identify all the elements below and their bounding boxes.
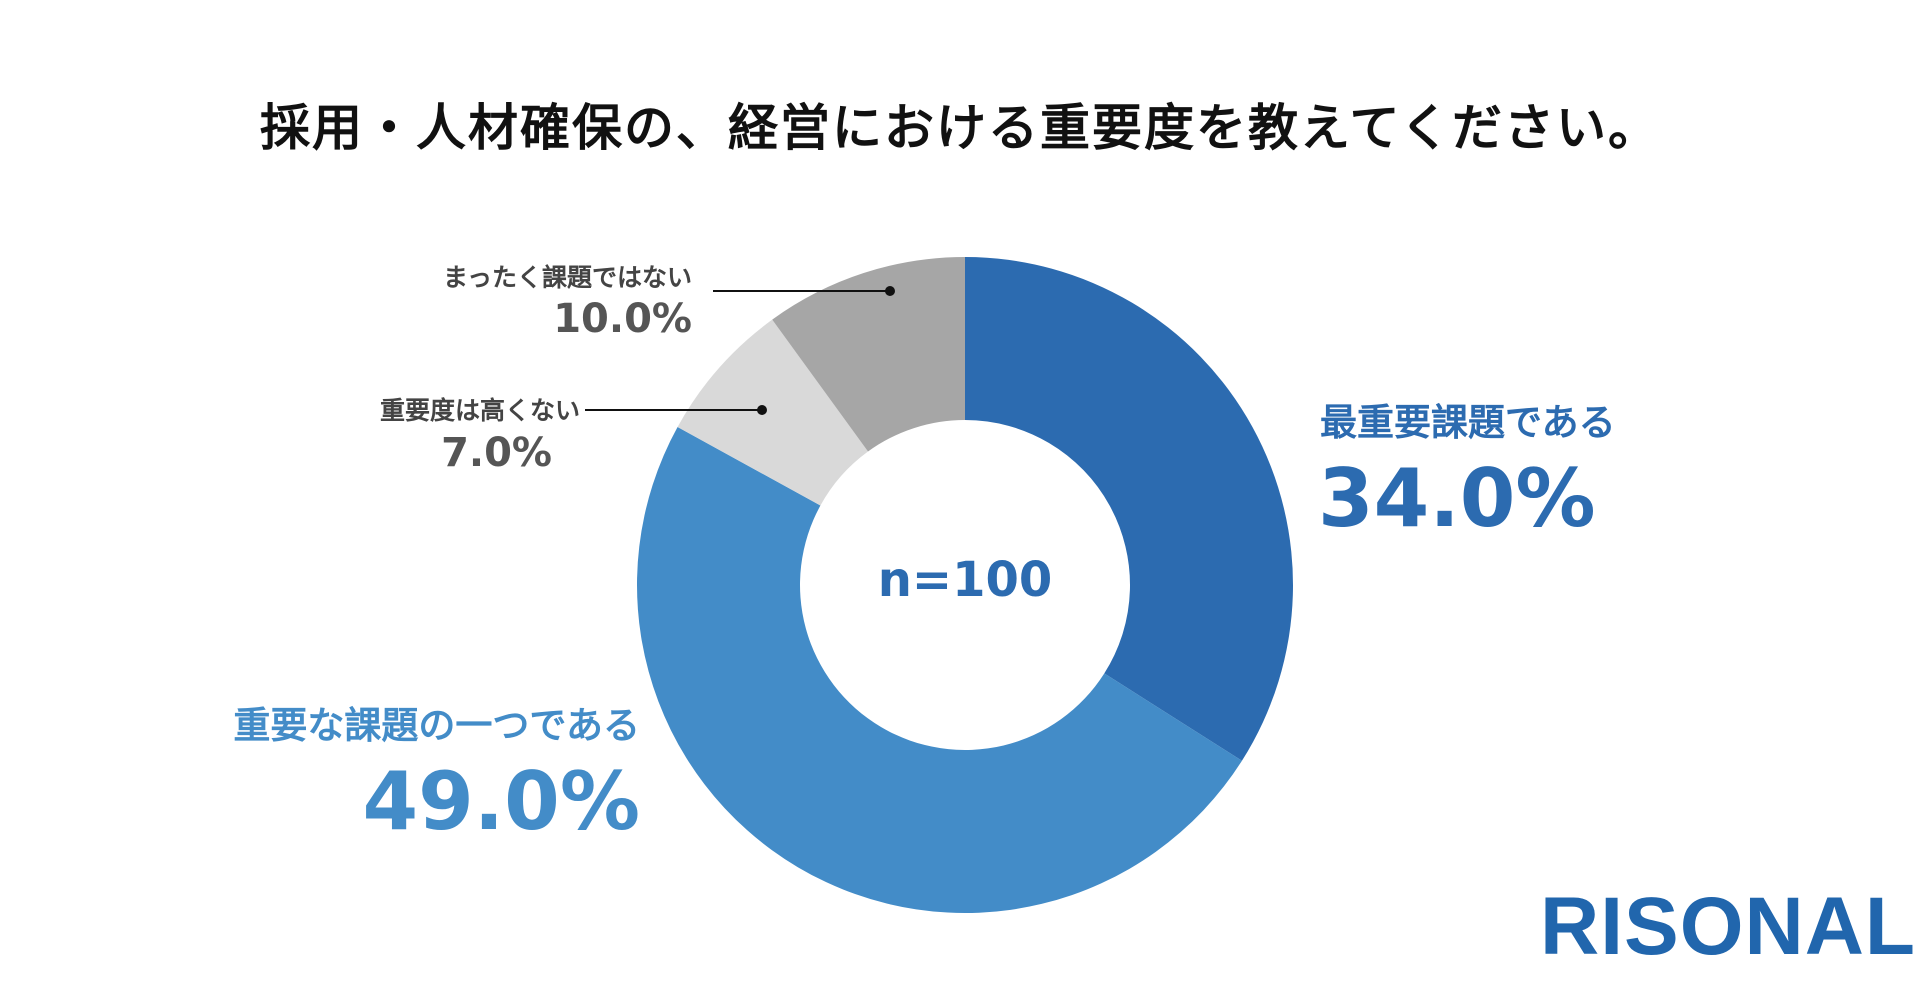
risonal-logo: RISONAL: [1540, 881, 1916, 972]
slice-label-not-high: 重要度は高くない: [379, 396, 580, 425]
slice-not-high: [677, 319, 869, 506]
chart-title: 採用・人材確保の、経営における重要度を教えてください。: [260, 99, 1660, 157]
slice-value-not-issue: 10.0%: [553, 296, 692, 342]
slice-important: [637, 426, 1242, 913]
slice-label-most-important: 最重要課題である: [1320, 401, 1616, 444]
slice-value-not-high: 7.0%: [441, 430, 552, 476]
leader-line-not-high-dot: [757, 405, 767, 415]
slice-value-important: 49.0%: [362, 755, 640, 848]
slice-label-important: 重要な課題の一つである: [233, 704, 640, 747]
sample-size-label: n=100: [877, 552, 1053, 608]
donut-slices: [637, 257, 1293, 913]
slice-not-issue: [772, 257, 965, 452]
leader-line-not-issue-dot: [885, 286, 895, 296]
leader-lines: [585, 286, 895, 415]
slice-most-important: [965, 257, 1293, 761]
slice-value-most-important: 34.0%: [1318, 452, 1596, 545]
slice-label-not-issue: まったく課題ではない: [442, 263, 692, 292]
